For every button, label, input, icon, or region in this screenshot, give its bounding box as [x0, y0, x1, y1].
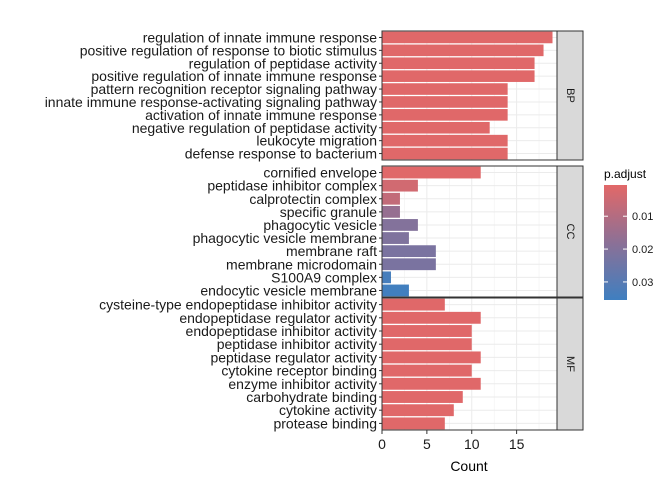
bar-mf-8	[382, 404, 454, 417]
facet-label: MF	[564, 356, 576, 372]
y-tick-label: activation of innate immune response	[145, 107, 377, 123]
facet-panel-mf: cysteine-type endopeptidase inhibitor ac…	[99, 297, 584, 431]
y-tick-label: membrane microdomain	[226, 256, 377, 272]
y-tick-label: negative regulation of peptidase activit…	[132, 120, 377, 136]
bar-cc-2	[382, 192, 400, 205]
y-tick-label: specific granule	[280, 204, 377, 220]
bar-bp-4	[382, 83, 508, 95]
y-tick-label: cysteine-type endopeptidase inhibitor ac…	[99, 297, 377, 313]
bar-mf-6	[382, 377, 481, 390]
x-tick-label: 10	[464, 436, 480, 452]
x-tick-label: 5	[423, 436, 431, 452]
y-tick-label: regulation of innate immune response	[143, 29, 377, 45]
bar-mf-4	[382, 351, 481, 364]
legend: p.adjust 0.01 0.02 0.03	[604, 167, 653, 300]
bar-mf-7	[382, 391, 463, 403]
x-tick-label: 15	[509, 436, 525, 452]
bar-mf-0	[382, 298, 445, 311]
bar-cc-5	[382, 232, 409, 244]
strip-background	[556, 30, 584, 161]
bar-bp-3	[382, 70, 535, 82]
y-tick-label: peptidase regulator activity	[210, 349, 377, 365]
y-tick-label: endocytic vesicle membrane	[200, 282, 377, 298]
bar-cc-6	[382, 245, 436, 258]
bar-cc-3	[382, 205, 400, 218]
bar-bp-1	[382, 44, 544, 57]
legend-ticks: 0.01 0.02 0.03	[604, 211, 653, 289]
y-tick-label: phagocytic vesicle	[263, 217, 377, 233]
y-tick-label: S100A9 complex	[271, 269, 377, 285]
bar-bp-6	[382, 109, 508, 121]
y-tick-label: cytokine receptor binding	[221, 363, 377, 379]
y-tick-label: regulation of peptidase activity	[189, 55, 377, 71]
y-tick-label: endopeptidase inhibitor activity	[186, 323, 377, 339]
bar-cc-9	[382, 284, 409, 297]
strip-background	[556, 165, 584, 298]
y-tick-label: phagocytic vesicle membrane	[193, 230, 378, 246]
bar-bp-7	[382, 121, 490, 134]
bar-mf-2	[382, 325, 472, 337]
bar-cc-4	[382, 219, 418, 231]
legend-tick-label: 0.02	[632, 244, 653, 256]
x-tick-label: 0	[378, 436, 386, 452]
bar-bp-8	[382, 134, 508, 147]
y-tick-label: leukocyte migration	[256, 133, 377, 149]
facet-label: CC	[564, 224, 576, 240]
legend-tick-label: 0.01	[632, 211, 653, 223]
bar-cc-8	[382, 271, 391, 284]
y-tick-label: enzyme inhibitor activity	[228, 376, 377, 392]
y-tick-label: peptidase inhibitor complex	[207, 178, 377, 194]
bar-bp-0	[382, 31, 553, 44]
facet-panel-bp: regulation of innate immune responseposi…	[45, 29, 584, 162]
y-tick-label: membrane raft	[286, 243, 377, 259]
facet-strip-bp: BP	[556, 30, 584, 161]
bar-mf-3	[382, 338, 472, 351]
x-axis: 0 5 10 15	[378, 430, 525, 452]
y-tick-label: peptidase inhibitor activity	[217, 336, 377, 352]
y-tick-label: endopeptidase regulator activity	[179, 310, 377, 326]
y-tick-label: protease binding	[273, 415, 377, 431]
bar-cc-1	[382, 179, 418, 192]
y-tick-label: cornified envelope	[263, 165, 377, 181]
bar-bp-9	[382, 147, 508, 160]
y-tick-label: carbohydrate binding	[246, 389, 377, 405]
bar-cc-0	[382, 166, 481, 179]
plot-panels: regulation of innate immune responseposi…	[45, 29, 584, 431]
y-tick-label: cytokine activity	[279, 402, 377, 418]
bar-mf-9	[382, 417, 445, 430]
bar-cc-7	[382, 258, 436, 271]
bar-mf-5	[382, 364, 472, 377]
y-tick-label: defense response to bacterium	[185, 146, 377, 162]
legend-tick-label: 0.03	[632, 277, 653, 289]
legend-title: p.adjust	[604, 167, 647, 181]
bar-mf-1	[382, 311, 481, 324]
strip-background	[556, 297, 584, 431]
y-tick-label: positive regulation of innate immune res…	[91, 68, 377, 84]
legend-colorbar	[604, 185, 627, 300]
x-axis-title: Count	[450, 458, 487, 474]
y-tick-label: innate immune response-activating signal…	[45, 94, 377, 110]
facet-label: BP	[564, 88, 576, 103]
facet-strip-cc: CC	[556, 165, 584, 298]
y-tick-label: positive regulation of response to bioti…	[80, 42, 377, 58]
bar-bp-2	[382, 57, 535, 70]
y-tick-label: calprotectin complex	[249, 191, 377, 207]
facet-strip-mf: MF	[556, 297, 584, 431]
y-tick-label: pattern recognition receptor signaling p…	[91, 81, 377, 97]
bar-bp-5	[382, 96, 508, 108]
